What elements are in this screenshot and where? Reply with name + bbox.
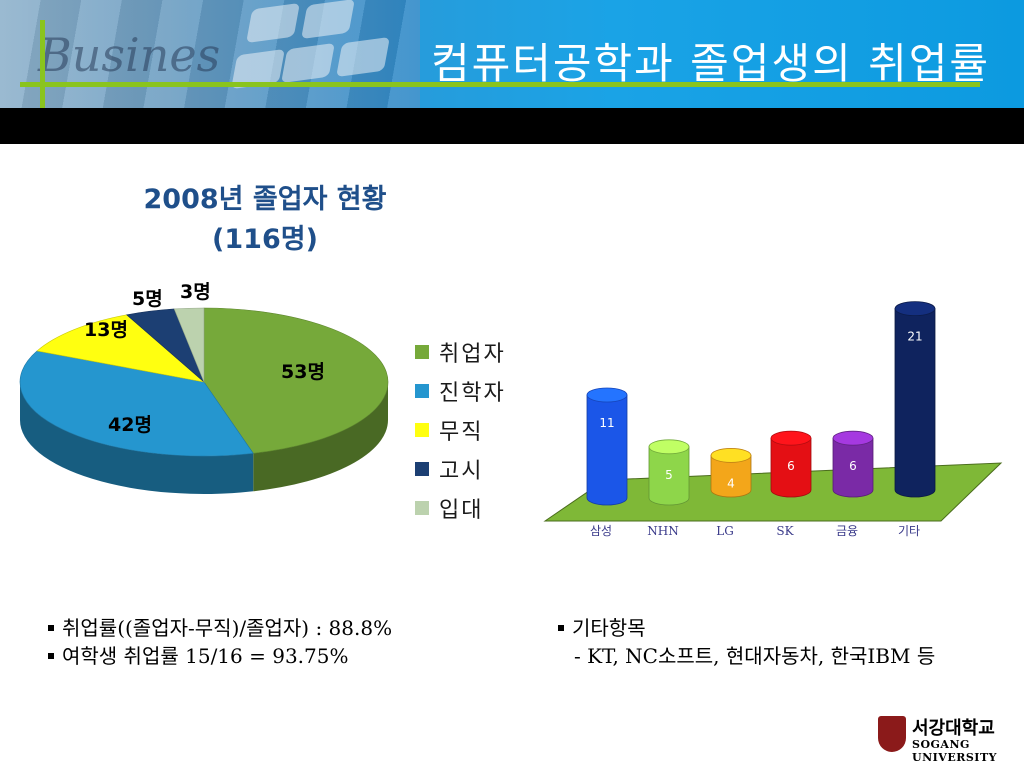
bar-top — [648, 439, 690, 455]
bar-chart: 11 삼성 5 NHN 4 LG 6 SK 6 금융 21 기타 — [543, 301, 1003, 538]
bullet-icon — [48, 624, 54, 631]
pie-chart — [19, 307, 389, 494]
pie-label-grad-school: 42명 — [108, 414, 152, 436]
pie-label-military: 3명 — [180, 281, 211, 303]
bar-column: 4 — [710, 448, 752, 498]
bullet-icon — [48, 652, 54, 659]
logo-korean: 서강대학교 — [912, 718, 995, 739]
logo-english: SOGANG UNIVERSITY — [912, 738, 997, 764]
header-banner: Busines 컴퓨터공학과 졸업생의 취업률 — [0, 0, 1024, 108]
legend-item: 취업자 — [415, 332, 506, 371]
pie-slice — [36, 314, 206, 383]
bar-top — [832, 430, 874, 446]
legend-label: 입대 — [439, 497, 484, 523]
bar-category-label: 삼성 — [590, 524, 612, 538]
crest-icon — [878, 716, 906, 752]
accent-line-horizontal — [20, 82, 980, 87]
bar-value-label: 11 — [599, 416, 614, 430]
legend-label: 진학자 — [439, 380, 506, 406]
bullet-text: 취업률((졸업자-무직)/졸업자) : 88.8% — [62, 616, 393, 640]
legend-swatch — [415, 500, 429, 515]
bullet-item: 기타항목 — [558, 614, 935, 642]
bullet-item: 여학생 취업률 15/16 = 93.75% — [48, 642, 392, 670]
bar-category-label: 금융 — [836, 524, 858, 538]
pie-slice-side — [253, 382, 388, 492]
bar-body — [648, 446, 690, 506]
legend-item: 진학자 — [415, 371, 506, 410]
bar-top — [710, 448, 752, 463]
legend-item: 고시 — [415, 449, 506, 488]
bar-body — [586, 394, 628, 506]
bar-category-label: 기타 — [898, 524, 920, 538]
pie-slice — [203, 307, 389, 454]
legend-item: 입대 — [415, 488, 506, 527]
bullet-text: 여학생 취업률 15/16 = 93.75% — [62, 644, 349, 668]
bullet-list-right: 기타항목 - KT, NC소프트, 현대자동차, 한국IBM 등 — [558, 614, 935, 670]
pie-label-unemployed: 13명 — [84, 319, 128, 341]
university-logo: 서강대학교 SOGANG UNIVERSITY — [872, 712, 1020, 764]
pie-label-employed: 53명 — [281, 361, 325, 383]
bar-column: 6 — [770, 430, 812, 498]
legend-item: 무직 — [415, 410, 506, 449]
bar-top — [770, 430, 812, 446]
bullet-list-left: 취업률((졸업자-무직)/졸업자) : 88.8% 여학생 취업률 15/16 … — [48, 614, 392, 670]
key-shape — [336, 36, 390, 78]
pie-slice — [173, 307, 205, 383]
pie-legend: 취업자 진학자 무직 고시 입대 — [415, 332, 506, 527]
header-divider — [0, 108, 1024, 144]
accent-line-vertical — [40, 20, 45, 130]
key-shape — [246, 2, 300, 44]
legend-label: 고시 — [439, 458, 484, 484]
bullet-icon — [558, 624, 564, 631]
bar-value-label: 5 — [665, 468, 673, 482]
bar-category-label: SK — [776, 524, 794, 538]
pie-title-line1: 2008년 졸업자 현황 — [143, 184, 387, 215]
legend-swatch — [415, 383, 429, 398]
pie-slice — [19, 350, 254, 457]
bar-body — [894, 308, 936, 498]
legend-swatch — [415, 422, 429, 437]
bullet-item: 취업률((졸업자-무직)/졸업자) : 88.8% — [48, 614, 392, 642]
bar-category-label: LG — [716, 524, 734, 538]
legend-label: 취업자 — [439, 341, 506, 367]
key-shape — [281, 42, 335, 84]
legend-swatch — [415, 344, 429, 359]
bar-body — [832, 437, 874, 498]
bar-column: 6 — [832, 430, 874, 498]
bar-value-label: 4 — [727, 476, 735, 490]
legend-label: 무직 — [439, 419, 484, 445]
bar-top — [586, 387, 628, 403]
bar-column: 5 — [648, 439, 690, 506]
bar-category-label: NHN — [647, 524, 678, 538]
bar-body — [770, 437, 812, 498]
pie-slice-side — [20, 382, 254, 494]
bar-body — [710, 455, 752, 498]
bar-column: 11 — [586, 387, 628, 506]
pie-label-exam: 5명 — [132, 288, 163, 310]
bar-value-label: 21 — [907, 330, 922, 344]
page-title: 컴퓨터공학과 졸업생의 취업률 — [430, 39, 990, 88]
key-shape — [301, 0, 355, 40]
keyboard-photo — [0, 0, 420, 108]
bar-top — [894, 301, 936, 317]
bar-column: 21 — [894, 301, 936, 498]
bar-value-label: 6 — [849, 459, 857, 473]
bar-value-label: 6 — [787, 459, 795, 473]
legend-swatch — [415, 461, 429, 476]
bullet-subitem: - KT, NC소프트, 현대자동차, 한국IBM 등 — [574, 644, 936, 668]
bullet-text: 기타항목 — [572, 616, 646, 640]
pie-chart-title: 2008년 졸업자 현황 (116명) — [100, 180, 430, 260]
pie-title-line2: (116명) — [212, 224, 318, 255]
brand-watermark: Busines — [38, 28, 221, 82]
